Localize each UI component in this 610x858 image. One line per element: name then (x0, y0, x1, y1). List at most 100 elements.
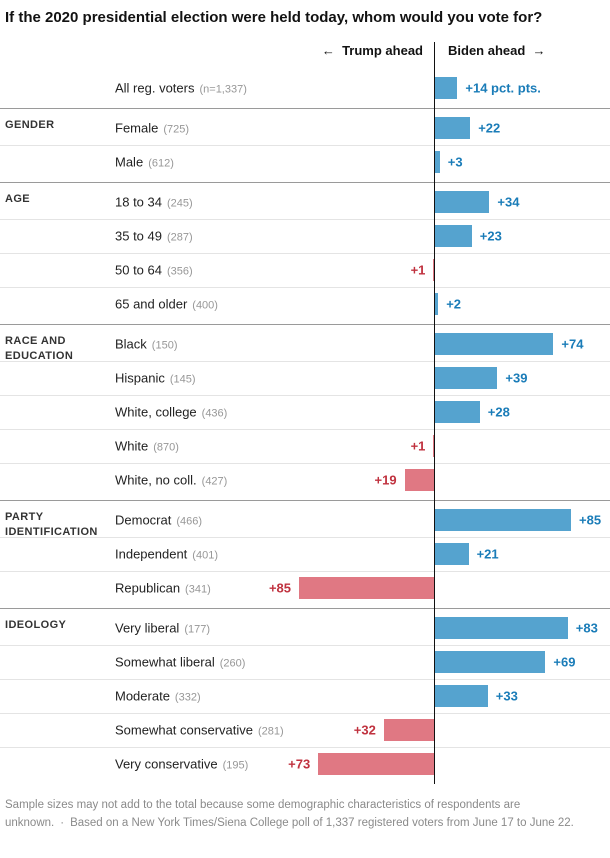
chart-row: White, college (436) +28 (0, 394, 610, 429)
value-label: +1 (410, 262, 426, 278)
row-label-text: 65 and older (115, 296, 188, 312)
value-label: +22 (478, 120, 501, 136)
sample-size: (436) (201, 407, 228, 420)
sample-size: (341) (185, 583, 211, 596)
biden-bar (435, 191, 490, 214)
row-label-text: White, no coll. (115, 472, 197, 488)
biden-bar (435, 401, 480, 424)
sample-size: (427) (201, 475, 228, 488)
value-label: +1 (410, 438, 426, 454)
chart-row: 35 to 49 (287) +23 (0, 218, 610, 253)
row-label: White (870) (115, 439, 179, 454)
section-label: RACE AND EDUCATION (5, 334, 74, 362)
row-label-text: Hispanic (115, 370, 165, 386)
row-label: 50 to 64 (356) (115, 263, 193, 278)
row-label-text: Somewhat conservative (115, 722, 254, 738)
row-label: Hispanic (145) (115, 371, 196, 386)
chart-row: 50 to 64 (356) +1 (0, 252, 610, 287)
chart-row: Democrat (466) +85 (0, 504, 610, 537)
row-label: 65 and older (400) (115, 297, 218, 312)
row-label: Male (612) (115, 155, 174, 170)
chart-footnote: Sample sizes may not add to the total be… (0, 784, 609, 833)
chart-row: Male (612) +3 (0, 144, 610, 179)
value-label: +14 pct. pts. (465, 80, 541, 96)
sample-size: (n=1,337) (199, 83, 247, 96)
row-label-text: Independent (115, 546, 188, 562)
row-label-text: 18 to 34 (115, 194, 162, 210)
biden-bar (435, 367, 498, 390)
chart-row: Hispanic (145) +39 (0, 360, 610, 395)
row-label-text: White, college (115, 404, 197, 420)
value-label: +33 (495, 688, 518, 704)
chart-section: IDEOLOGY Very liberal (177) +83 Somewhat lib… (0, 607, 610, 784)
sample-size: (725) (163, 123, 190, 136)
trump-bar (404, 469, 435, 492)
row-label-text: Democrat (115, 512, 172, 528)
value-label: +23 (479, 228, 502, 244)
row-label: Somewhat conservative (281) (115, 723, 284, 738)
row-label-text: Somewhat liberal (115, 654, 215, 670)
row-label: Democrat (466) (115, 513, 202, 528)
sample-size: (281) (258, 725, 284, 738)
section-label: AGE (5, 192, 31, 205)
biden-bar (435, 651, 546, 674)
row-label: Independent (401) (115, 547, 218, 562)
chart-section: PARTY IDENTIFICATION Democrat (466) +85 Inde… (0, 499, 610, 608)
footnote-source: Based on a New York Times/Siena College … (70, 817, 574, 830)
trump-ahead-label: ← Trump ahead (321, 42, 423, 58)
sample-size: (177) (184, 623, 210, 636)
chart-sections: All reg. voters (n=1,337) +14 pct. pts. GEN… (0, 69, 610, 784)
row-label: White, college (436) (115, 405, 227, 420)
value-label: +85 (579, 512, 602, 528)
row-label-text: Republican (115, 580, 181, 596)
sample-size: (150) (151, 339, 178, 352)
section-label: GENDER (5, 118, 55, 131)
biden-bar (435, 225, 472, 248)
row-label-text: White (115, 438, 149, 454)
row-label: 18 to 34 (245) (115, 195, 193, 210)
biden-bar (435, 509, 571, 532)
page-title: If the 2020 presidential election were h… (5, 9, 543, 26)
row-label: 35 to 49 (287) (115, 229, 193, 244)
chart-row: Very conservative (195) +73 (0, 746, 610, 781)
sample-size: (145) (169, 373, 196, 386)
chart-section: All reg. voters (n=1,337) +14 pct. pts. (0, 69, 610, 108)
row-label-text: Moderate (115, 688, 170, 704)
chart-row: 18 to 34 (245) +34 (0, 186, 610, 219)
footnote-sample-note: Sample sizes may not add to the total be… (5, 798, 521, 830)
biden-bar (435, 293, 439, 316)
chart-legend: ← Trump ahead Biden ahead → (0, 40, 610, 69)
value-label: +3 (447, 154, 463, 170)
value-label: +32 (353, 722, 376, 738)
chart-row: Independent (401) +21 (0, 536, 610, 571)
footnote-separator: · (60, 817, 65, 830)
biden-bar (435, 117, 471, 140)
chart-row: Female (725) +22 (0, 112, 610, 145)
value-label: +28 (487, 404, 510, 420)
chart-section: GENDER Female (725) +22 Male (612) +3 (0, 107, 610, 182)
biden-bar (435, 151, 440, 174)
value-label: +73 (288, 756, 311, 772)
row-label: Republican (341) (115, 581, 211, 596)
row-label-text: Black (115, 336, 147, 352)
chart-row: 65 and older (400) +2 (0, 286, 610, 321)
row-label-text: 35 to 49 (115, 228, 162, 244)
value-label: +85 (268, 580, 291, 596)
value-label: +69 (553, 654, 576, 670)
row-label: All reg. voters (n=1,337) (115, 81, 247, 96)
biden-bar (435, 617, 568, 640)
chart-section: RACE AND EDUCATION Black (150) +74 Hispanic (… (0, 323, 610, 500)
chart-row: White (870) +1 (0, 428, 610, 463)
sample-size: (245) (167, 197, 193, 210)
sample-size: (401) (192, 549, 218, 562)
row-label: Female (725) (115, 121, 189, 136)
chart-row: Republican (341) +85 (0, 570, 610, 605)
sample-size: (287) (167, 231, 193, 244)
biden-bar (435, 77, 458, 100)
sample-size: (870) (153, 441, 179, 454)
row-label: White, no coll. (427) (115, 473, 227, 488)
chart-section: AGE 18 to 34 (245) +34 35 to 49 (287) +23 50 to… (0, 181, 610, 324)
biden-bar (435, 543, 469, 566)
row-label: Very liberal (177) (115, 621, 210, 636)
row-label-text: Female (115, 120, 159, 136)
